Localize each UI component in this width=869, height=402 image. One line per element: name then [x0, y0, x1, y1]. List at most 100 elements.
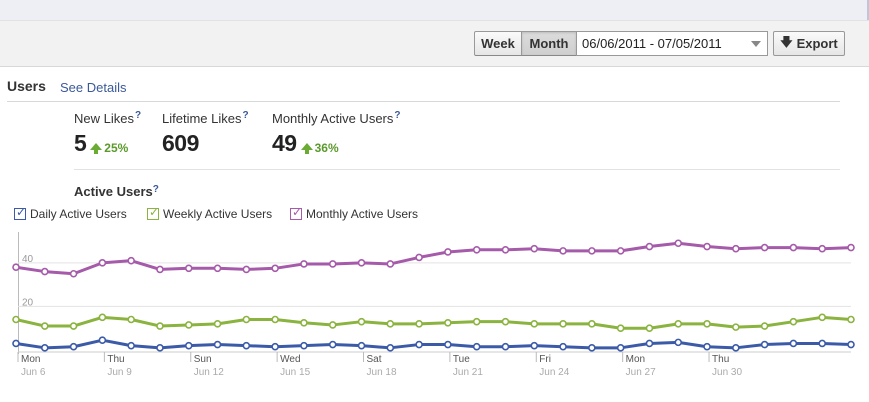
data-point-monthly-active-users[interactable]: [472, 245, 481, 254]
data-point-weekly-active-users[interactable]: [328, 321, 337, 329]
data-point-weekly-active-users[interactable]: [559, 320, 567, 328]
data-point-daily-active-users[interactable]: [818, 339, 827, 348]
data-point-daily-active-users[interactable]: [789, 339, 798, 348]
data-point-daily-active-users[interactable]: [501, 342, 510, 351]
data-point-daily-active-users[interactable]: [703, 342, 711, 351]
data-point-weekly-active-users[interactable]: [271, 315, 279, 324]
data-point-daily-active-users[interactable]: [732, 344, 740, 352]
data-point-daily-active-users[interactable]: [271, 342, 279, 351]
data-point-daily-active-users[interactable]: [847, 340, 855, 349]
data-point-monthly-active-users[interactable]: [40, 267, 49, 276]
data-point-daily-active-users[interactable]: [127, 341, 135, 350]
help-icon[interactable]: ?: [242, 110, 249, 121]
data-point-monthly-active-users[interactable]: [789, 243, 798, 252]
data-point-weekly-active-users[interactable]: [645, 324, 654, 333]
data-point-monthly-active-users[interactable]: [156, 265, 164, 274]
data-point-monthly-active-users[interactable]: [501, 245, 510, 254]
data-point-monthly-active-users[interactable]: [616, 247, 625, 255]
data-point-daily-active-users[interactable]: [156, 344, 164, 352]
data-point-monthly-active-users[interactable]: [818, 244, 827, 253]
data-point-monthly-active-users[interactable]: [357, 259, 366, 267]
data-point-weekly-active-users[interactable]: [818, 313, 827, 322]
data-point-monthly-active-users[interactable]: [386, 260, 395, 268]
data-point-monthly-active-users[interactable]: [242, 265, 251, 274]
date-range-select[interactable]: 06/06/2011 - 07/05/2011: [576, 31, 768, 56]
data-point-weekly-active-users[interactable]: [156, 322, 164, 330]
legend-daily-active-users[interactable]: ✓ Daily Active Users: [14, 206, 127, 221]
help-icon[interactable]: ?: [152, 184, 159, 195]
data-point-daily-active-users[interactable]: [386, 344, 395, 352]
data-point-monthly-active-users[interactable]: [213, 264, 222, 273]
legend-weekly-active-users[interactable]: ✓ Weekly Active Users: [147, 206, 272, 221]
data-point-daily-active-users[interactable]: [559, 342, 567, 351]
export-button[interactable]: 🡇 Export: [773, 31, 845, 56]
data-point-weekly-active-users[interactable]: [69, 322, 78, 330]
data-point-monthly-active-users[interactable]: [732, 244, 740, 253]
data-point-daily-active-users[interactable]: [415, 340, 423, 349]
data-point-monthly-active-users[interactable]: [271, 264, 279, 273]
data-point-weekly-active-users[interactable]: [472, 317, 481, 326]
data-point-weekly-active-users[interactable]: [184, 321, 193, 329]
data-point-monthly-active-users[interactable]: [530, 244, 539, 253]
data-point-weekly-active-users[interactable]: [530, 320, 539, 328]
data-point-monthly-active-users[interactable]: [98, 259, 107, 267]
data-point-monthly-active-users[interactable]: [328, 260, 337, 268]
month-button[interactable]: Month: [521, 31, 577, 56]
data-point-weekly-active-users[interactable]: [616, 324, 625, 333]
data-point-daily-active-users[interactable]: [645, 339, 654, 348]
data-point-monthly-active-users[interactable]: [760, 243, 769, 252]
checkbox[interactable]: ✓: [290, 206, 302, 220]
data-point-daily-active-users[interactable]: [184, 341, 193, 350]
data-point-monthly-active-users[interactable]: [847, 243, 855, 252]
data-point-monthly-active-users[interactable]: [127, 256, 135, 265]
see-details-link[interactable]: See Details: [60, 80, 127, 95]
data-point-weekly-active-users[interactable]: [501, 317, 510, 326]
data-point-monthly-active-users[interactable]: [444, 248, 452, 256]
checkbox[interactable]: ✓: [147, 206, 159, 220]
data-point-monthly-active-users[interactable]: [415, 253, 423, 262]
checkbox[interactable]: ✓: [14, 206, 26, 220]
data-point-daily-active-users[interactable]: [616, 344, 625, 352]
data-point-monthly-active-users[interactable]: [645, 242, 654, 251]
data-point-daily-active-users[interactable]: [40, 344, 49, 352]
help-icon[interactable]: ?: [394, 110, 401, 121]
data-point-weekly-active-users[interactable]: [732, 323, 740, 331]
data-point-weekly-active-users[interactable]: [386, 320, 395, 328]
data-point-weekly-active-users[interactable]: [588, 320, 596, 328]
data-point-weekly-active-users[interactable]: [242, 315, 251, 324]
data-point-weekly-active-users[interactable]: [98, 313, 107, 322]
data-point-monthly-active-users[interactable]: [300, 260, 308, 268]
data-point-weekly-active-users[interactable]: [40, 322, 49, 330]
data-point-monthly-active-users[interactable]: [674, 239, 683, 248]
data-point-daily-active-users[interactable]: [760, 340, 769, 349]
data-point-daily-active-users[interactable]: [328, 340, 337, 349]
data-point-weekly-active-users[interactable]: [444, 318, 452, 327]
week-button[interactable]: Week: [474, 31, 522, 56]
data-point-daily-active-users[interactable]: [300, 341, 308, 350]
data-point-daily-active-users[interactable]: [69, 342, 78, 351]
data-point-daily-active-users[interactable]: [98, 336, 107, 344]
help-icon[interactable]: ?: [134, 110, 142, 121]
data-point-daily-active-users[interactable]: [674, 338, 683, 347]
data-point-monthly-active-users[interactable]: [559, 247, 567, 255]
data-point-daily-active-users[interactable]: [472, 342, 481, 351]
data-point-monthly-active-users[interactable]: [12, 263, 20, 272]
legend-monthly-active-users[interactable]: ✓ Monthly Active Users: [290, 206, 418, 221]
data-point-weekly-active-users[interactable]: [789, 317, 798, 326]
data-point-daily-active-users[interactable]: [588, 344, 596, 352]
data-point-daily-active-users[interactable]: [213, 340, 222, 349]
data-point-monthly-active-users[interactable]: [703, 242, 711, 251]
data-point-weekly-active-users[interactable]: [213, 320, 222, 328]
data-point-weekly-active-users[interactable]: [703, 320, 711, 328]
data-point-weekly-active-users[interactable]: [127, 315, 135, 324]
data-point-monthly-active-users[interactable]: [588, 247, 596, 255]
data-point-daily-active-users[interactable]: [530, 341, 539, 350]
data-point-daily-active-users[interactable]: [444, 340, 452, 349]
data-point-daily-active-users[interactable]: [357, 341, 366, 350]
data-point-weekly-active-users[interactable]: [12, 315, 20, 324]
data-point-daily-active-users[interactable]: [12, 339, 20, 348]
data-point-weekly-active-users[interactable]: [847, 315, 855, 324]
data-point-weekly-active-users[interactable]: [415, 320, 423, 328]
data-point-weekly-active-users[interactable]: [760, 322, 769, 330]
data-point-weekly-active-users[interactable]: [300, 318, 308, 327]
